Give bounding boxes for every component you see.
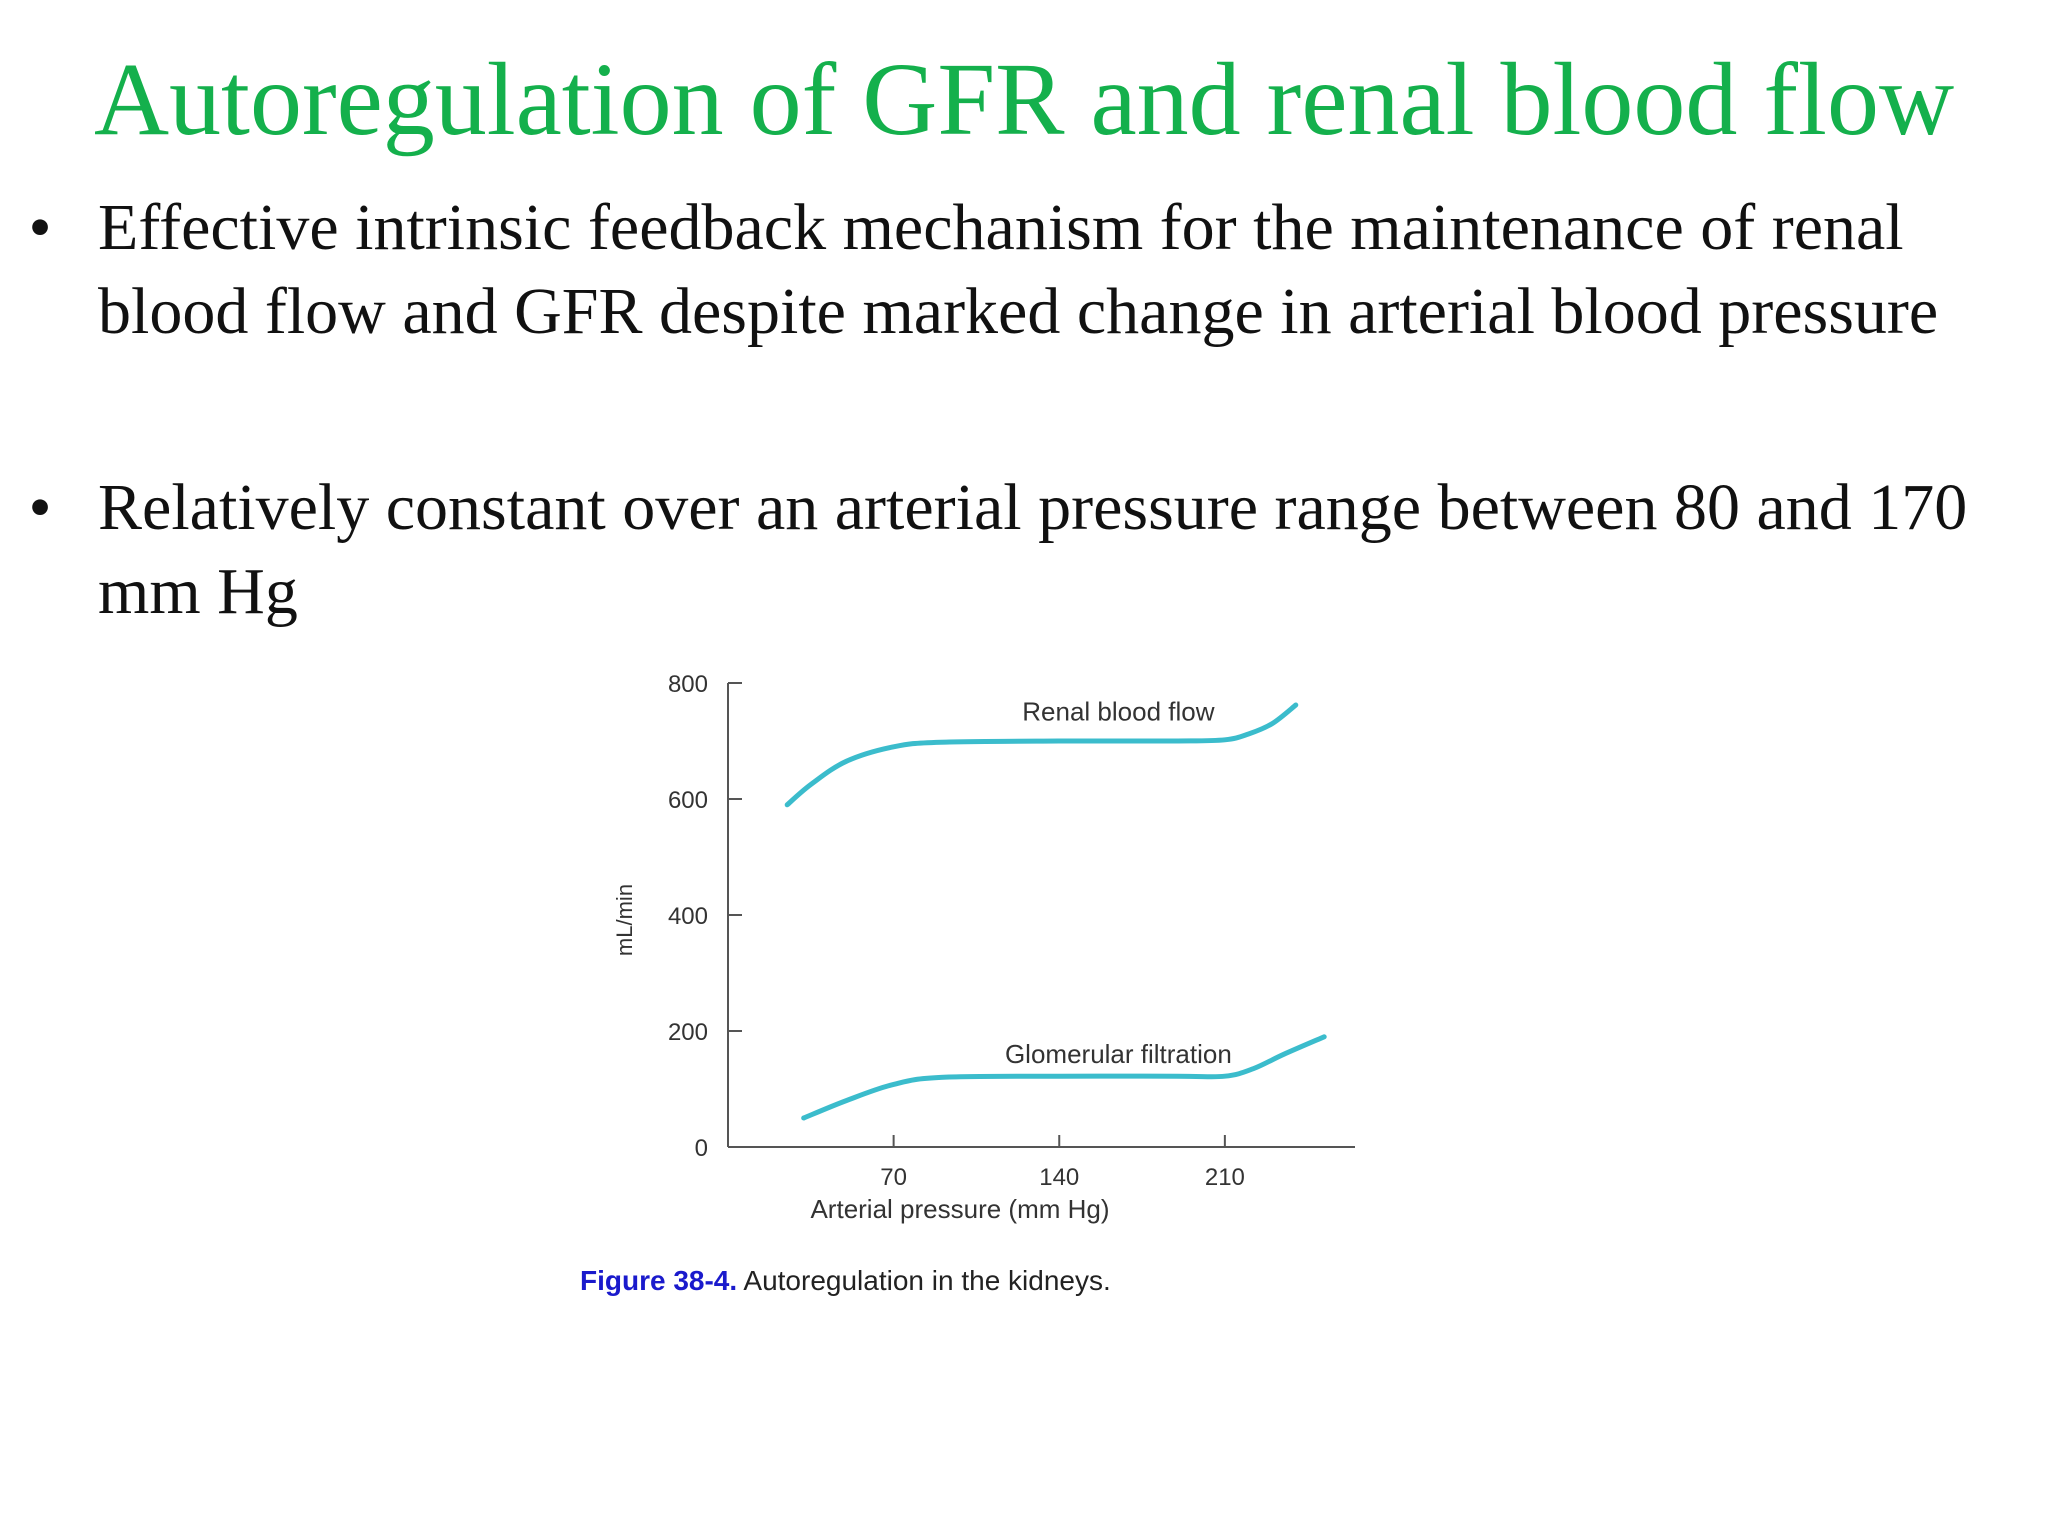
bullet-list: • Effective intrinsic feedback mechanism…	[0, 186, 2048, 634]
series-label: Glomerular filtration	[1005, 1039, 1232, 1069]
bullet-dot: •	[28, 191, 52, 264]
bullet-text: Relatively constant over an arterial pre…	[98, 471, 1968, 628]
bullet-item: • Effective intrinsic feedback mechanism…	[0, 186, 2048, 354]
series-line-renal-blood-flow	[784, 702, 1299, 808]
slide-title: Autoregulation of GFR and renal blood fl…	[93, 42, 1955, 157]
y-tick-label: 400	[668, 903, 708, 930]
figure-caption: Figure 38-4. Autoregulation in the kidne…	[580, 1265, 1111, 1296]
x-tick-label: 70	[880, 1164, 907, 1191]
autoregulation-chart: 0 200 400 600 800 70 140 210 Renal blood flow Gl…	[580, 671, 1355, 1296]
figure-caption-text: Autoregulation in the kidneys.	[737, 1265, 1111, 1296]
bullet-text: Effective intrinsic feedback mechanism f…	[98, 191, 1939, 348]
series-labels: Renal blood flow Glomerular filtration	[1005, 697, 1232, 1069]
autoregulation-figure: 0 200 400 600 800 70 140 210 Renal blood flow Gl…	[580, 640, 1380, 1320]
ticks: 0 200 400 600 800 70 140 210	[668, 671, 1245, 1191]
bullet-dot: •	[28, 471, 52, 544]
bullet-item: • Relatively constant over an arterial p…	[0, 466, 2048, 634]
x-tick-label: 140	[1039, 1164, 1079, 1191]
series-label: Renal blood flow	[1022, 697, 1214, 727]
figure-caption-label: Figure 38-4.	[580, 1265, 737, 1296]
x-tick-label: 210	[1205, 1164, 1245, 1191]
y-tick-label: 600	[668, 787, 708, 814]
series-lines	[784, 702, 1327, 1121]
y-tick-label: 800	[668, 671, 708, 698]
y-axis-label: mL/min	[612, 884, 637, 956]
x-axis-label: Arterial pressure (mm Hg)	[810, 1194, 1109, 1224]
series-line-glomerular-filtration	[801, 1034, 1327, 1121]
y-tick-label: 0	[695, 1135, 708, 1162]
y-tick-label: 200	[668, 1019, 708, 1046]
